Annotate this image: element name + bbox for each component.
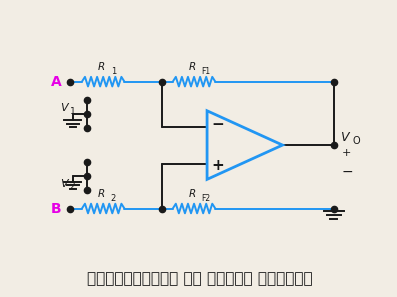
- Text: $R$: $R$: [97, 60, 106, 72]
- Text: 2: 2: [69, 182, 75, 191]
- Text: −: −: [212, 117, 224, 132]
- Text: 1: 1: [111, 67, 116, 76]
- Text: +: +: [212, 158, 224, 173]
- Text: تقویت‌کننده با ورودی تفاضلی: تقویت‌کننده با ورودی تفاضلی: [87, 272, 313, 286]
- Text: $R$: $R$: [188, 187, 197, 199]
- Text: A: A: [50, 75, 62, 89]
- Text: $V$: $V$: [60, 177, 70, 189]
- Text: F1: F1: [202, 67, 211, 76]
- Text: $V$: $V$: [60, 101, 70, 113]
- Text: O: O: [353, 136, 360, 146]
- Text: +: +: [341, 148, 351, 159]
- Text: 2: 2: [111, 194, 116, 203]
- Text: B: B: [51, 201, 62, 216]
- Text: $V$: $V$: [340, 131, 351, 144]
- Text: F2: F2: [202, 194, 211, 203]
- Text: −: −: [341, 165, 353, 179]
- Text: 1: 1: [69, 107, 75, 116]
- Text: $R$: $R$: [188, 60, 197, 72]
- Text: $R$: $R$: [97, 187, 106, 199]
